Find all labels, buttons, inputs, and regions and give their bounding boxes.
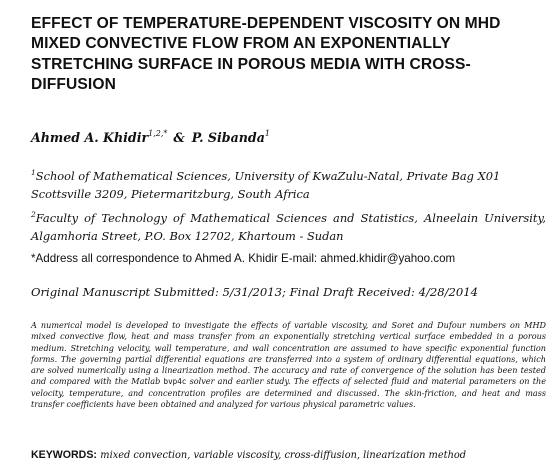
abstract-code-term: bvp4c [163, 377, 187, 387]
author-affiliation-marker: 1 [264, 129, 270, 138]
submission-dates: Original Manuscript Submitted: 5/31/2013… [31, 285, 479, 299]
author-separator: & [173, 130, 185, 145]
correspondence-note: *Address all correspondence to Ahmed A. … [31, 252, 456, 265]
author-name: Ahmed A. Khidir [31, 130, 149, 145]
author-line: Ahmed A. Khidir1,2,* & P. Sibanda1 [31, 129, 270, 145]
abstract-text: A numerical model is developed to invest… [31, 320, 546, 387]
affiliation-text: School of Mathematical Sciences, Univers… [31, 169, 501, 201]
keywords-text: mixed convection, variable viscosity, cr… [100, 450, 467, 461]
paper-title: EFFECT OF TEMPERATURE-DEPENDENT VISCOSIT… [31, 15, 501, 94]
affiliation-text: Faculty of Technology of Mathematical Sc… [31, 211, 546, 243]
author-name: P. Sibanda [191, 130, 265, 145]
abstract-text: solver and earlier study. The effects of… [31, 376, 546, 410]
affiliation-marker: 2 [31, 210, 36, 219]
affiliation-marker: 1 [31, 168, 36, 177]
abstract: A numerical model is developed to invest… [31, 320, 546, 410]
keywords-label: KEYWORDS: [31, 449, 97, 461]
author-affiliation-marker: 1,2,* [148, 129, 168, 138]
keywords: KEYWORDS: mixed convection, variable vis… [31, 449, 466, 461]
affiliation: 2Faculty of Technology of Mathematical S… [31, 206, 546, 245]
affiliation: 1School of Mathematical Sciences, Univer… [31, 164, 546, 203]
